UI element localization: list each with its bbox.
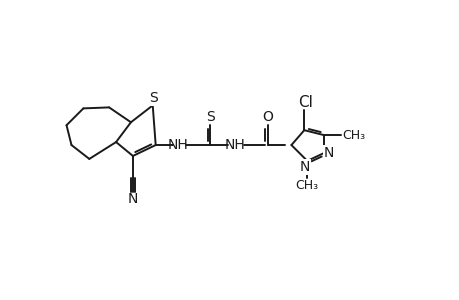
Text: NH: NH (168, 138, 189, 152)
Text: N: N (299, 160, 310, 174)
Text: NH: NH (224, 138, 245, 152)
Text: O: O (262, 110, 273, 124)
Text: N: N (323, 146, 334, 160)
Text: CH₃: CH₃ (341, 129, 364, 142)
Text: N: N (128, 191, 138, 206)
Text: S: S (205, 110, 214, 124)
Text: S: S (149, 92, 158, 106)
Text: CH₃: CH₃ (295, 179, 318, 192)
Text: Cl: Cl (297, 95, 312, 110)
